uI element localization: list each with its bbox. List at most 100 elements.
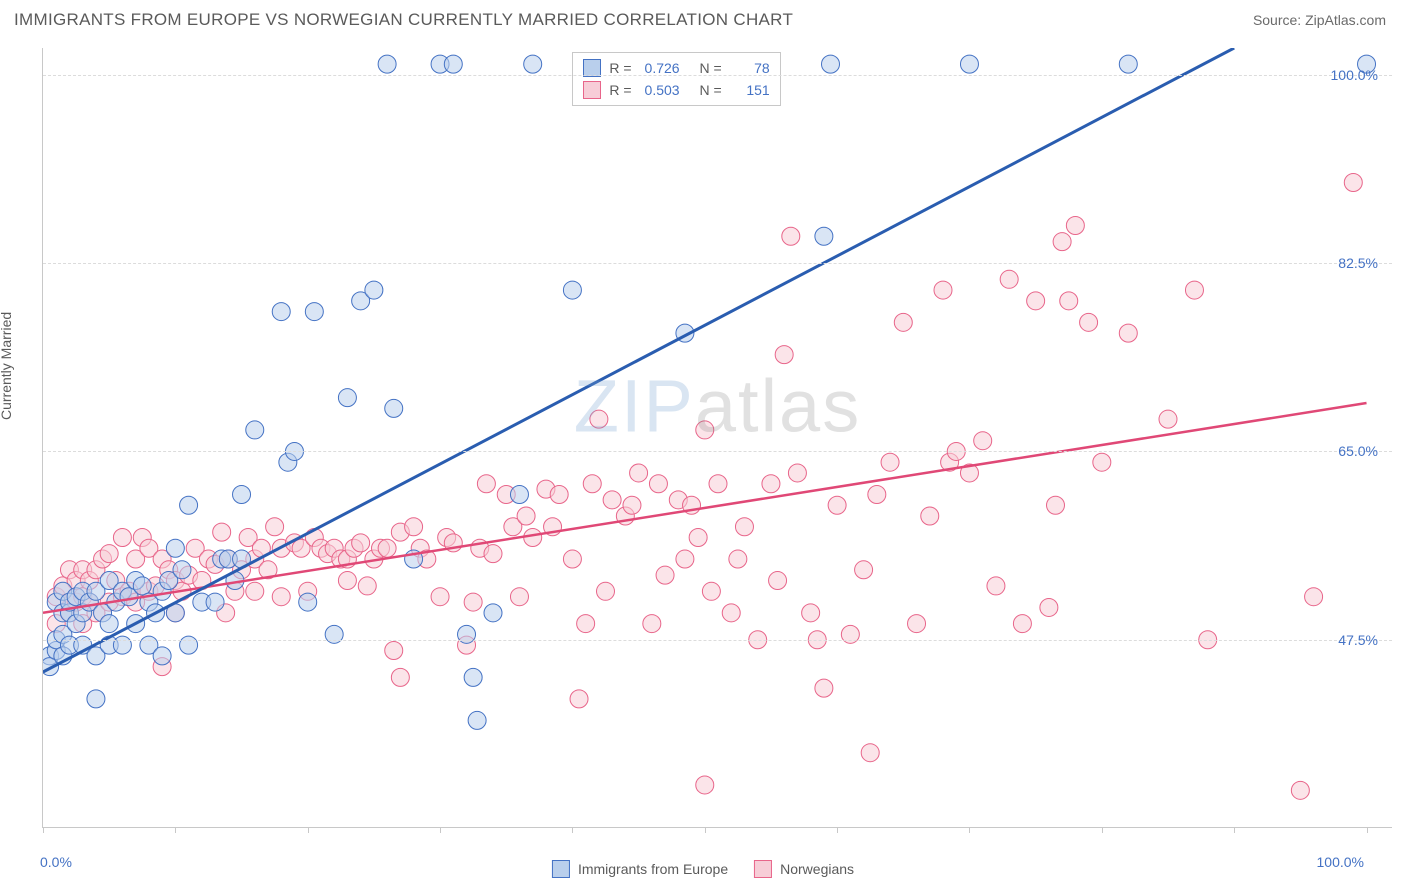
legend-item-blue: Immigrants from Europe <box>552 860 728 878</box>
data-point <box>431 588 449 606</box>
data-point <box>1080 313 1098 331</box>
data-point <box>775 346 793 364</box>
data-point <box>987 577 1005 595</box>
data-point <box>1305 588 1323 606</box>
x-tick <box>705 827 706 833</box>
data-point <box>828 496 846 514</box>
data-point <box>87 690 105 708</box>
data-point <box>782 227 800 245</box>
data-point <box>266 518 284 536</box>
data-point <box>709 475 727 493</box>
regression-line <box>43 48 1234 672</box>
data-point <box>510 588 528 606</box>
r-value-1: 0.726 <box>640 60 680 76</box>
chart-title: IMMIGRANTS FROM EUROPE VS NORWEGIAN CURR… <box>14 10 793 30</box>
legend-label-blue: Immigrants from Europe <box>578 861 728 877</box>
y-tick-label: 65.0% <box>1338 443 1378 459</box>
data-point <box>153 647 171 665</box>
data-point <box>213 523 231 541</box>
data-point <box>815 227 833 245</box>
data-point <box>173 561 191 579</box>
y-tick-label: 47.5% <box>1338 632 1378 648</box>
n-value-1: 78 <box>730 60 770 76</box>
data-point <box>484 545 502 563</box>
data-point <box>570 690 588 708</box>
data-point <box>603 491 621 509</box>
data-point <box>590 410 608 428</box>
data-point <box>378 539 396 557</box>
data-point <box>517 507 535 525</box>
data-point <box>563 281 581 299</box>
x-tick <box>969 827 970 833</box>
data-point <box>352 534 370 552</box>
scatter-svg <box>43 48 1393 828</box>
x-tick <box>308 827 309 833</box>
data-point <box>484 604 502 622</box>
y-tick-label: 100.0% <box>1331 67 1378 83</box>
data-point <box>385 399 403 417</box>
data-point <box>815 679 833 697</box>
data-point <box>1053 233 1071 251</box>
data-point <box>385 641 403 659</box>
data-point <box>894 313 912 331</box>
x-tick <box>1234 827 1235 833</box>
data-point <box>468 711 486 729</box>
data-point <box>921 507 939 525</box>
data-point <box>405 518 423 536</box>
data-point <box>358 577 376 595</box>
data-point <box>1060 292 1078 310</box>
data-point <box>524 529 542 547</box>
data-point <box>822 55 840 73</box>
data-point <box>272 303 290 321</box>
n-label-1: N = <box>699 60 721 76</box>
r-label-2: R = <box>609 82 631 98</box>
data-point <box>1093 453 1111 471</box>
data-point <box>689 529 707 547</box>
data-point <box>649 475 667 493</box>
data-point <box>1185 281 1203 299</box>
data-point <box>113 529 131 547</box>
legend-swatch-pink <box>754 860 772 878</box>
data-point <box>391 668 409 686</box>
data-point <box>1344 173 1362 191</box>
legend-swatch-blue <box>552 860 570 878</box>
data-point <box>1027 292 1045 310</box>
data-point <box>1040 598 1058 616</box>
data-point <box>563 550 581 568</box>
source-attribution: Source: ZipAtlas.com <box>1253 12 1386 28</box>
correlation-stats-box: R = 0.726 N = 78 R = 0.503 N = 151 <box>572 52 780 106</box>
data-point <box>206 593 224 611</box>
data-point <box>788 464 806 482</box>
y-tick-label: 82.5% <box>1338 255 1378 271</box>
data-point <box>180 496 198 514</box>
chart-header: IMMIGRANTS FROM EUROPE VS NORWEGIAN CURR… <box>0 0 1406 38</box>
data-point <box>1066 217 1084 235</box>
data-point <box>623 496 641 514</box>
data-point <box>233 485 251 503</box>
legend-label-pink: Norwegians <box>780 861 854 877</box>
data-point <box>769 572 787 590</box>
plot-area: ZIPatlas R = 0.726 N = 78 R = 0.503 N = … <box>42 48 1392 828</box>
n-label-2: N = <box>699 82 721 98</box>
data-point <box>272 588 290 606</box>
data-point <box>100 615 118 633</box>
data-point <box>656 566 674 584</box>
data-point <box>166 539 184 557</box>
x-max-label: 100.0% <box>1317 854 1364 870</box>
gridline <box>43 75 1392 76</box>
data-point <box>696 421 714 439</box>
x-tick <box>175 827 176 833</box>
data-point <box>246 582 264 600</box>
data-point <box>735 518 753 536</box>
stats-row-pink: R = 0.503 N = 151 <box>583 79 769 101</box>
data-point <box>444 55 462 73</box>
data-point <box>464 593 482 611</box>
y-axis-label: Currently Married <box>0 312 14 420</box>
data-point <box>338 389 356 407</box>
data-point <box>1047 496 1065 514</box>
data-point <box>524 55 542 73</box>
data-point <box>1119 55 1137 73</box>
data-point <box>1291 781 1309 799</box>
data-point <box>299 593 317 611</box>
n-value-2: 151 <box>730 82 770 98</box>
